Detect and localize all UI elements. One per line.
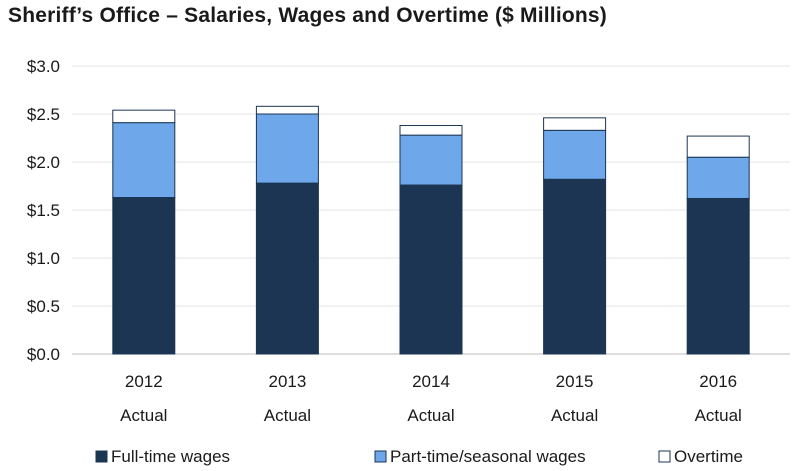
x-category-year: 2012 — [125, 372, 163, 391]
y-tick-label: $1.0 — [27, 249, 60, 268]
bar-segment-overtime — [112, 109, 176, 124]
bar-segment-part-time-seasonal-wages — [543, 129, 607, 180]
bar-segment-overtime — [686, 135, 750, 158]
x-category-sub: Actual — [695, 406, 742, 425]
bar-segment-part-time-seasonal-wages — [399, 134, 463, 186]
bar-segment-full-time-wages — [255, 182, 319, 355]
legend-swatch — [95, 450, 108, 463]
chart-title: Sheriff’s Office – Salaries, Wages and O… — [8, 4, 608, 27]
bar-segment-part-time-seasonal-wages — [255, 113, 319, 184]
y-tick-label: $2.0 — [27, 153, 60, 172]
x-category-year: 2015 — [556, 372, 594, 391]
bar-segment-overtime — [255, 105, 319, 115]
y-tick-label: $2.5 — [27, 105, 60, 124]
legend-label: Overtime — [674, 447, 743, 466]
x-category-sub: Actual — [551, 406, 598, 425]
y-tick-label: $1.5 — [27, 201, 60, 220]
legend-swatch — [658, 450, 671, 463]
y-tick-label: $3.0 — [27, 57, 60, 76]
y-tick-label: $0.5 — [27, 297, 60, 316]
x-category-year: 2014 — [412, 372, 450, 391]
bar-segment-overtime — [399, 125, 463, 136]
x-category-sub: Actual — [407, 406, 454, 425]
x-category-sub: Actual — [264, 406, 311, 425]
legend-swatch — [374, 450, 387, 463]
legend-label: Full-time wages — [111, 447, 230, 466]
bar-segment-part-time-seasonal-wages — [686, 156, 750, 199]
bar-segment-full-time-wages — [686, 197, 750, 355]
x-category-sub: Actual — [120, 406, 167, 425]
bar-segment-part-time-seasonal-wages — [112, 122, 176, 199]
bar-segment-full-time-wages — [399, 184, 463, 355]
bar-segment-overtime — [543, 117, 607, 131]
bar-segment-full-time-wages — [543, 178, 607, 355]
y-tick-label: $0.0 — [27, 345, 60, 364]
bar-segment-full-time-wages — [112, 197, 176, 355]
x-category-year: 2013 — [268, 372, 306, 391]
x-category-year: 2016 — [699, 372, 737, 391]
legend-label: Part-time/seasonal wages — [390, 447, 586, 466]
